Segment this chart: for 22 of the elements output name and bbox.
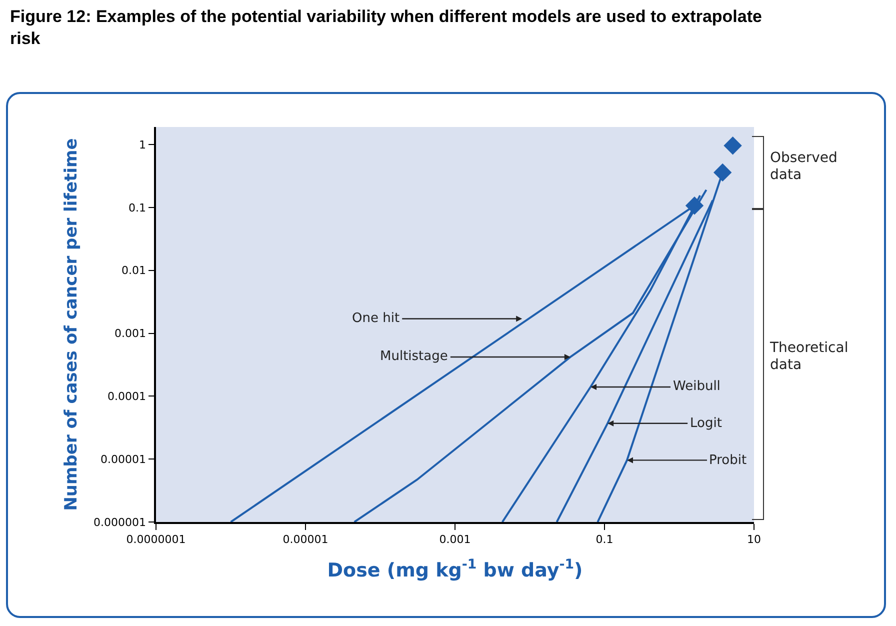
y-tick-label: 0.00001: [100, 452, 146, 466]
y-tick-label: 0.01: [122, 264, 146, 278]
x-tick-label: 10: [747, 532, 761, 546]
annotation: Multistage: [380, 349, 448, 364]
y-tick-label: 0.1: [128, 201, 146, 214]
x-axis-title: Dose (mg kg$^{-1}$ bw day$^{-1}$): [327, 557, 583, 582]
annotation: One hit: [352, 311, 400, 326]
y-tick-label: 0.000001: [94, 516, 146, 529]
y-tick-label: 0.0001: [108, 390, 146, 404]
y-tick-label: 0.001: [114, 327, 146, 340]
x-tick-label: 0.1: [596, 532, 614, 546]
annotation: Logit: [690, 416, 722, 431]
text: Theoretical data: [770, 340, 850, 374]
x-tick-label: 0.001: [439, 532, 471, 546]
chart-title: Figure 12: Examples of the potential variability when different models are used to extrapolate risk: [10, 6, 763, 50]
x-tick-label: 0.00001: [282, 532, 328, 546]
y-tick-label: 1: [139, 138, 146, 152]
annotation: Probit: [709, 453, 747, 468]
annotation: Weibull: [673, 379, 720, 394]
y-axis-title: Number of cases of cancer per lifetime: [62, 138, 82, 511]
text: Observed data: [770, 150, 838, 184]
x-tick-label: 0.0000001: [126, 532, 186, 546]
